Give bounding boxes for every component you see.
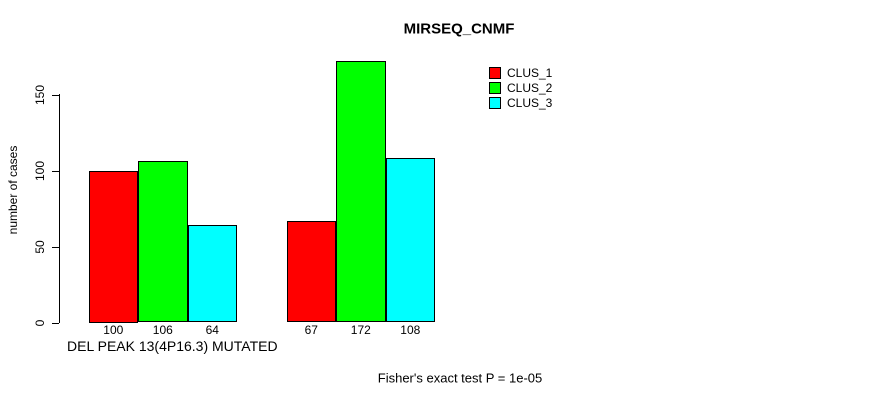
legend-swatch-clus_1 — [489, 66, 501, 79]
y-tick-label: 100 — [33, 160, 47, 182]
bar-value-label-clus_1-group2: 67 — [304, 323, 318, 337]
bar-clus_1-group1 — [88, 170, 138, 323]
y-axis-line — [59, 94, 60, 323]
y-tick-label: 150 — [33, 84, 47, 106]
y-axis-label: number of cases — [6, 145, 20, 235]
x-axis-label: DEL PEAK 13(4P16.3) MUTATED — [67, 338, 278, 354]
y-tick-label: 0 — [33, 319, 47, 327]
bar-clus_2-group1 — [138, 161, 188, 323]
legend-label-clus_1: CLUS_1 — [507, 65, 553, 80]
y-tick-label: 50 — [33, 240, 47, 254]
y-tick-mark — [52, 171, 59, 172]
legend-label-clus_2: CLUS_2 — [507, 80, 553, 95]
bar-value-label-clus_3-group2: 108 — [400, 323, 421, 337]
y-tick-mark — [52, 323, 59, 324]
legend-swatch-clus_2 — [489, 81, 501, 94]
bar-clus_3-group2 — [385, 158, 435, 323]
bar-clus_1-group2 — [286, 220, 336, 323]
y-tick-mark — [52, 95, 59, 96]
y-tick-mark — [52, 247, 59, 248]
legend-label-clus_3: CLUS_3 — [507, 95, 553, 110]
bar-clus_2-group2 — [336, 61, 386, 323]
bar-value-label-clus_2-group1: 106 — [152, 323, 173, 337]
bar-value-label-clus_2-group2: 172 — [350, 323, 371, 337]
bar-value-label-clus_1-group1: 100 — [103, 323, 124, 337]
footnote-text: Fisher's exact test P = 1e-05 — [377, 370, 543, 386]
bar-clus_3-group1 — [187, 225, 237, 323]
bar-value-label-clus_3-group1: 64 — [205, 323, 219, 337]
chart-title: MIRSEQ_CNMF — [403, 20, 515, 38]
legend-swatch-clus_3 — [489, 96, 501, 109]
